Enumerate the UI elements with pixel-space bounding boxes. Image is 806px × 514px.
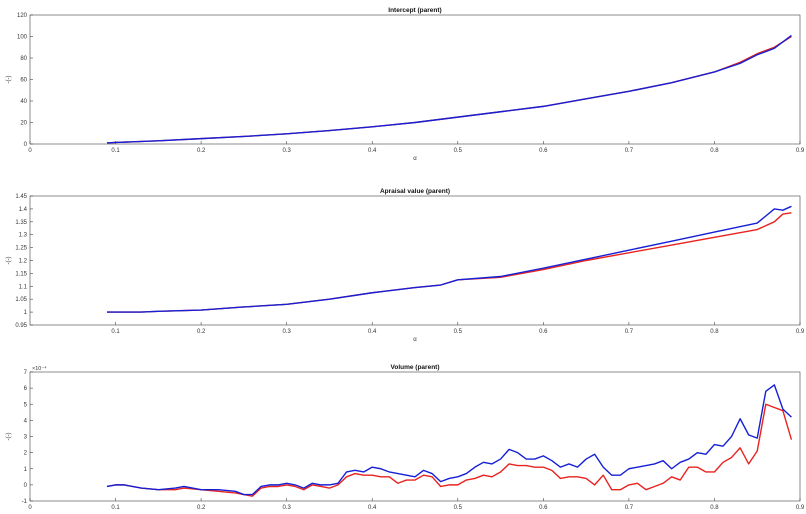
y-tick-label: 1 xyxy=(24,467,28,473)
y-exponent-label: ×10⁻⁴ xyxy=(32,365,47,372)
series-line-2 xyxy=(107,205,792,313)
series-line-2 xyxy=(106,384,792,496)
x-axis-label: α xyxy=(413,156,417,162)
y-tick-label: -1 xyxy=(22,499,28,505)
x-tick-label: 0.1 xyxy=(111,329,120,335)
x-tick-label: 0.6 xyxy=(539,329,548,335)
x-tick-label: 0.7 xyxy=(625,329,634,335)
x-tick-label: 0.8 xyxy=(710,329,719,335)
series-line-1 xyxy=(106,403,793,497)
x-tick-label: 0 xyxy=(28,148,32,154)
y-tick-label: 1.05 xyxy=(15,297,27,303)
chart-title: Apraisal value (parent) xyxy=(380,188,450,195)
x-tick-label: 0.8 xyxy=(710,505,719,511)
x-tick-label: 0.6 xyxy=(539,148,548,154)
x-tick-label: 0.1 xyxy=(111,505,120,511)
x-tick-label: 0.9 xyxy=(796,329,805,335)
x-tick-label: 0.2 xyxy=(197,505,206,511)
x-tick-label: 0.6 xyxy=(539,505,548,511)
y-tick-label: 1 xyxy=(24,310,28,316)
chart-intercept: Intercept (parent) 0 0.1 0.2 0.3 0.4 0.5 0.6 0.7… xyxy=(6,7,805,162)
y-tick-label: 1.35 xyxy=(15,220,27,226)
x-tick-label: 0.4 xyxy=(368,148,377,154)
x-tick-label: 0.7 xyxy=(625,505,634,511)
y-tick-label: 0 xyxy=(24,483,28,489)
x-tick-label: 0.8 xyxy=(710,148,719,154)
y-axis-label: -(-) xyxy=(6,433,12,441)
x-tick-label: 0 xyxy=(28,505,32,511)
y-tick-label: 3 xyxy=(24,435,28,441)
y-tick-label: 1.2 xyxy=(19,259,28,265)
y-tick-label: 7 xyxy=(24,370,28,376)
y-tick-label: 40 xyxy=(20,99,27,105)
x-tick-label: 0.3 xyxy=(282,148,291,154)
series-line-2 xyxy=(106,34,792,144)
x-tick-label: 0.9 xyxy=(796,148,805,154)
chart-title: Intercept (parent) xyxy=(388,7,441,14)
x-tick-label: 0.3 xyxy=(282,329,291,335)
chart-title: Volume (parent) xyxy=(391,364,440,371)
chart-apraisal-value: Apraisal value (parent) 0.1 0.2 0.3 0.4 0.5 0.… xyxy=(6,188,805,343)
x-tick-label: 0.4 xyxy=(368,329,377,335)
x-tick-label: 0.7 xyxy=(625,148,634,154)
x-tick-label: 0.4 xyxy=(368,505,377,511)
y-tick-label: 1.4 xyxy=(19,207,28,213)
y-tick-label: 20 xyxy=(20,121,27,127)
y-tick-label: 100 xyxy=(17,35,28,41)
plot-area xyxy=(29,195,801,326)
y-tick-label: 60 xyxy=(20,78,27,84)
x-tick-label: 0.5 xyxy=(454,148,463,154)
x-tick-label: 0.9 xyxy=(796,505,805,511)
x-tick-label: 0.5 xyxy=(454,329,463,335)
y-tick-label: 6 xyxy=(24,386,28,392)
y-tick-label: 0.95 xyxy=(15,323,27,329)
y-tick-label: 4 xyxy=(24,418,28,424)
y-tick-label: 1.1 xyxy=(19,284,28,290)
y-tick-label: 5 xyxy=(24,402,28,408)
y-tick-label: 1.15 xyxy=(15,271,27,277)
x-tick-label: 0.2 xyxy=(197,329,206,335)
x-tick-label: 0.3 xyxy=(282,505,291,511)
y-tick-label: 1.25 xyxy=(15,246,27,252)
x-tick-label: 0.2 xyxy=(197,148,206,154)
y-axis-label: -(-) xyxy=(6,257,12,265)
plot-area xyxy=(29,371,801,502)
y-tick-label: 1.3 xyxy=(19,233,28,239)
x-tick-label: 0.5 xyxy=(454,505,463,511)
y-tick-label: 120 xyxy=(17,13,28,19)
x-axis-label: α xyxy=(413,337,417,343)
y-tick-label: 2 xyxy=(24,451,28,457)
x-tick-label: 0.1 xyxy=(111,148,120,154)
y-tick-label: 80 xyxy=(20,56,27,62)
y-tick-label: 1.45 xyxy=(15,194,27,200)
chart-volume: Volume (parent) 0 0.1 0.2 0.3 0.4 0.5 0.6 0.7 0.8… xyxy=(6,364,805,511)
y-axis-label: -(-) xyxy=(6,76,12,84)
y-tick-label: 0 xyxy=(24,142,28,148)
